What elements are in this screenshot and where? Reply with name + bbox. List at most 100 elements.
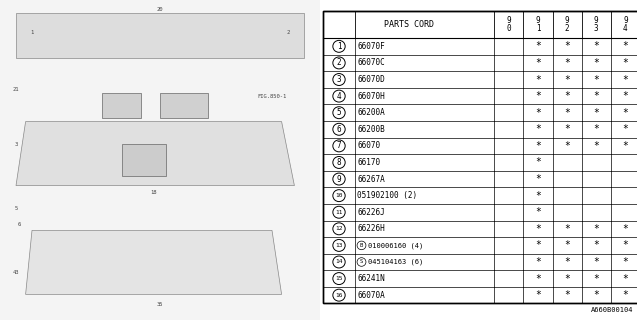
Text: 3: 3 — [14, 141, 18, 147]
Bar — [102, 93, 141, 118]
Polygon shape — [16, 122, 294, 186]
Text: 9
0: 9 0 — [506, 16, 511, 33]
Text: *: * — [535, 274, 541, 284]
Text: 11: 11 — [335, 210, 343, 215]
Text: 3: 3 — [337, 75, 341, 84]
Text: *: * — [564, 274, 570, 284]
Text: 9
1: 9 1 — [536, 16, 540, 33]
Text: *: * — [535, 191, 541, 201]
Text: 16: 16 — [335, 293, 343, 298]
Text: 12: 12 — [335, 226, 343, 231]
Text: 66070: 66070 — [357, 141, 380, 150]
Text: 66070C: 66070C — [357, 59, 385, 68]
Text: 66200A: 66200A — [357, 108, 385, 117]
Text: *: * — [623, 257, 628, 267]
Circle shape — [333, 173, 345, 185]
Text: 66070H: 66070H — [357, 92, 385, 100]
Circle shape — [333, 140, 345, 152]
Text: *: * — [535, 58, 541, 68]
Text: 15: 15 — [335, 276, 343, 281]
Text: 13: 13 — [335, 243, 343, 248]
Text: 66070D: 66070D — [357, 75, 385, 84]
Text: 045104163 (6): 045104163 (6) — [367, 259, 423, 265]
Text: *: * — [535, 75, 541, 84]
Text: *: * — [535, 290, 541, 300]
Text: 66226J: 66226J — [357, 208, 385, 217]
Polygon shape — [26, 230, 282, 294]
Text: *: * — [593, 141, 599, 151]
Circle shape — [333, 190, 345, 202]
Text: *: * — [593, 91, 599, 101]
Circle shape — [333, 123, 345, 135]
Text: B: B — [360, 243, 363, 248]
Text: *: * — [623, 224, 628, 234]
Circle shape — [333, 90, 345, 102]
Text: *: * — [535, 141, 541, 151]
Text: *: * — [623, 290, 628, 300]
Text: 18: 18 — [150, 189, 157, 195]
Text: *: * — [564, 257, 570, 267]
Text: *: * — [593, 224, 599, 234]
Text: *: * — [623, 124, 628, 134]
Circle shape — [333, 156, 345, 168]
Text: 66226H: 66226H — [357, 224, 385, 233]
Text: 1: 1 — [337, 42, 341, 51]
Text: S: S — [360, 260, 363, 265]
Text: 21: 21 — [13, 87, 19, 92]
Text: *: * — [593, 274, 599, 284]
Text: 14: 14 — [335, 260, 343, 265]
Text: *: * — [593, 290, 599, 300]
Text: A660B00104: A660B00104 — [591, 307, 634, 313]
Text: 2: 2 — [286, 29, 290, 35]
Text: *: * — [623, 274, 628, 284]
Text: 4: 4 — [337, 92, 341, 100]
Bar — [122, 144, 166, 176]
Text: 5: 5 — [14, 205, 18, 211]
Circle shape — [357, 258, 366, 266]
Text: 7: 7 — [337, 141, 341, 150]
Text: *: * — [593, 41, 599, 51]
Text: 6: 6 — [337, 125, 341, 134]
Text: *: * — [623, 58, 628, 68]
Circle shape — [357, 241, 366, 250]
Text: *: * — [623, 240, 628, 251]
Text: 1: 1 — [30, 29, 34, 35]
Text: *: * — [623, 41, 628, 51]
Text: 66070A: 66070A — [357, 291, 385, 300]
Text: *: * — [564, 124, 570, 134]
Text: *: * — [564, 41, 570, 51]
Circle shape — [333, 107, 345, 119]
Text: 051902100 (2): 051902100 (2) — [357, 191, 417, 200]
Polygon shape — [16, 13, 304, 58]
Text: *: * — [535, 41, 541, 51]
Text: *: * — [535, 207, 541, 217]
Circle shape — [333, 40, 345, 52]
Bar — [160, 93, 208, 118]
Circle shape — [333, 223, 345, 235]
Text: 66267A: 66267A — [357, 174, 385, 184]
Text: *: * — [564, 58, 570, 68]
Text: 66241N: 66241N — [357, 274, 385, 283]
Text: *: * — [593, 240, 599, 251]
Text: 43: 43 — [13, 269, 19, 275]
Text: *: * — [623, 75, 628, 84]
Text: *: * — [564, 108, 570, 118]
Circle shape — [333, 57, 345, 69]
Text: *: * — [623, 141, 628, 151]
Text: 66200B: 66200B — [357, 125, 385, 134]
Text: *: * — [535, 224, 541, 234]
Text: *: * — [564, 290, 570, 300]
Text: *: * — [535, 240, 541, 251]
Text: 8: 8 — [337, 158, 341, 167]
Text: 5: 5 — [337, 108, 341, 117]
Text: *: * — [535, 124, 541, 134]
Text: *: * — [593, 58, 599, 68]
Text: 9: 9 — [337, 174, 341, 184]
Circle shape — [333, 289, 345, 301]
Text: *: * — [623, 91, 628, 101]
Circle shape — [333, 256, 345, 268]
Text: *: * — [564, 240, 570, 251]
Text: *: * — [593, 124, 599, 134]
Circle shape — [333, 239, 345, 252]
Text: *: * — [535, 157, 541, 167]
